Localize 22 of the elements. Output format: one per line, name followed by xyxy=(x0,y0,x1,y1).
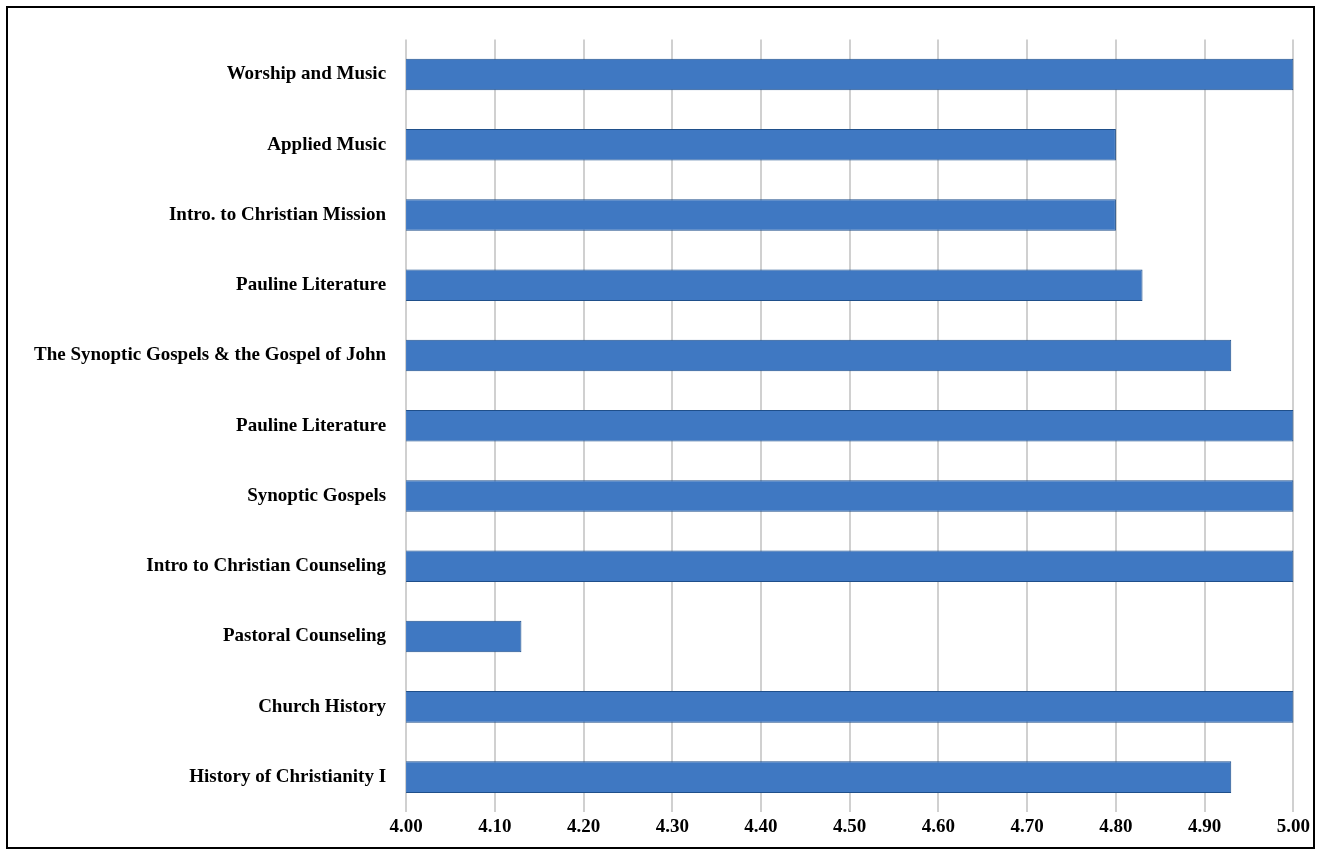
y-tick-label: Intro. to Christian Mission xyxy=(168,202,387,224)
x-tick-label: 4.80 xyxy=(1099,814,1133,836)
x-tick-label: 4.40 xyxy=(744,814,778,836)
x-tick-label: 4.00 xyxy=(389,814,423,836)
y-tick-label: Pauline Literature xyxy=(236,273,387,295)
y-tick-label: History of Christianity I xyxy=(189,764,387,786)
x-tick-label: 4.90 xyxy=(1188,814,1222,836)
x-tick-label: 5.00 xyxy=(1276,814,1310,836)
y-tick-label: Synoptic Gospels xyxy=(247,483,387,505)
y-tick-label: Church History xyxy=(258,694,387,716)
y-tick-label: Pastoral Counseling xyxy=(222,624,387,646)
x-tick-label: 4.10 xyxy=(478,814,512,836)
y-tick-label: Worship and Music xyxy=(226,62,387,84)
x-tick-label: 4.30 xyxy=(655,814,689,836)
x-tick-label: 4.50 xyxy=(833,814,867,836)
x-tick-label: 4.60 xyxy=(921,814,956,836)
x-tick-label: 4.20 xyxy=(566,814,601,836)
x-tick-label: 4.70 xyxy=(1010,814,1044,836)
y-tick-label: Intro to Christian Counseling xyxy=(146,554,387,576)
y-tick-label: Pauline Literature xyxy=(236,413,387,435)
y-tick-label: The Synoptic Gospels & the Gospel of John xyxy=(34,343,387,365)
y-tick-label: Applied Music xyxy=(267,132,387,154)
